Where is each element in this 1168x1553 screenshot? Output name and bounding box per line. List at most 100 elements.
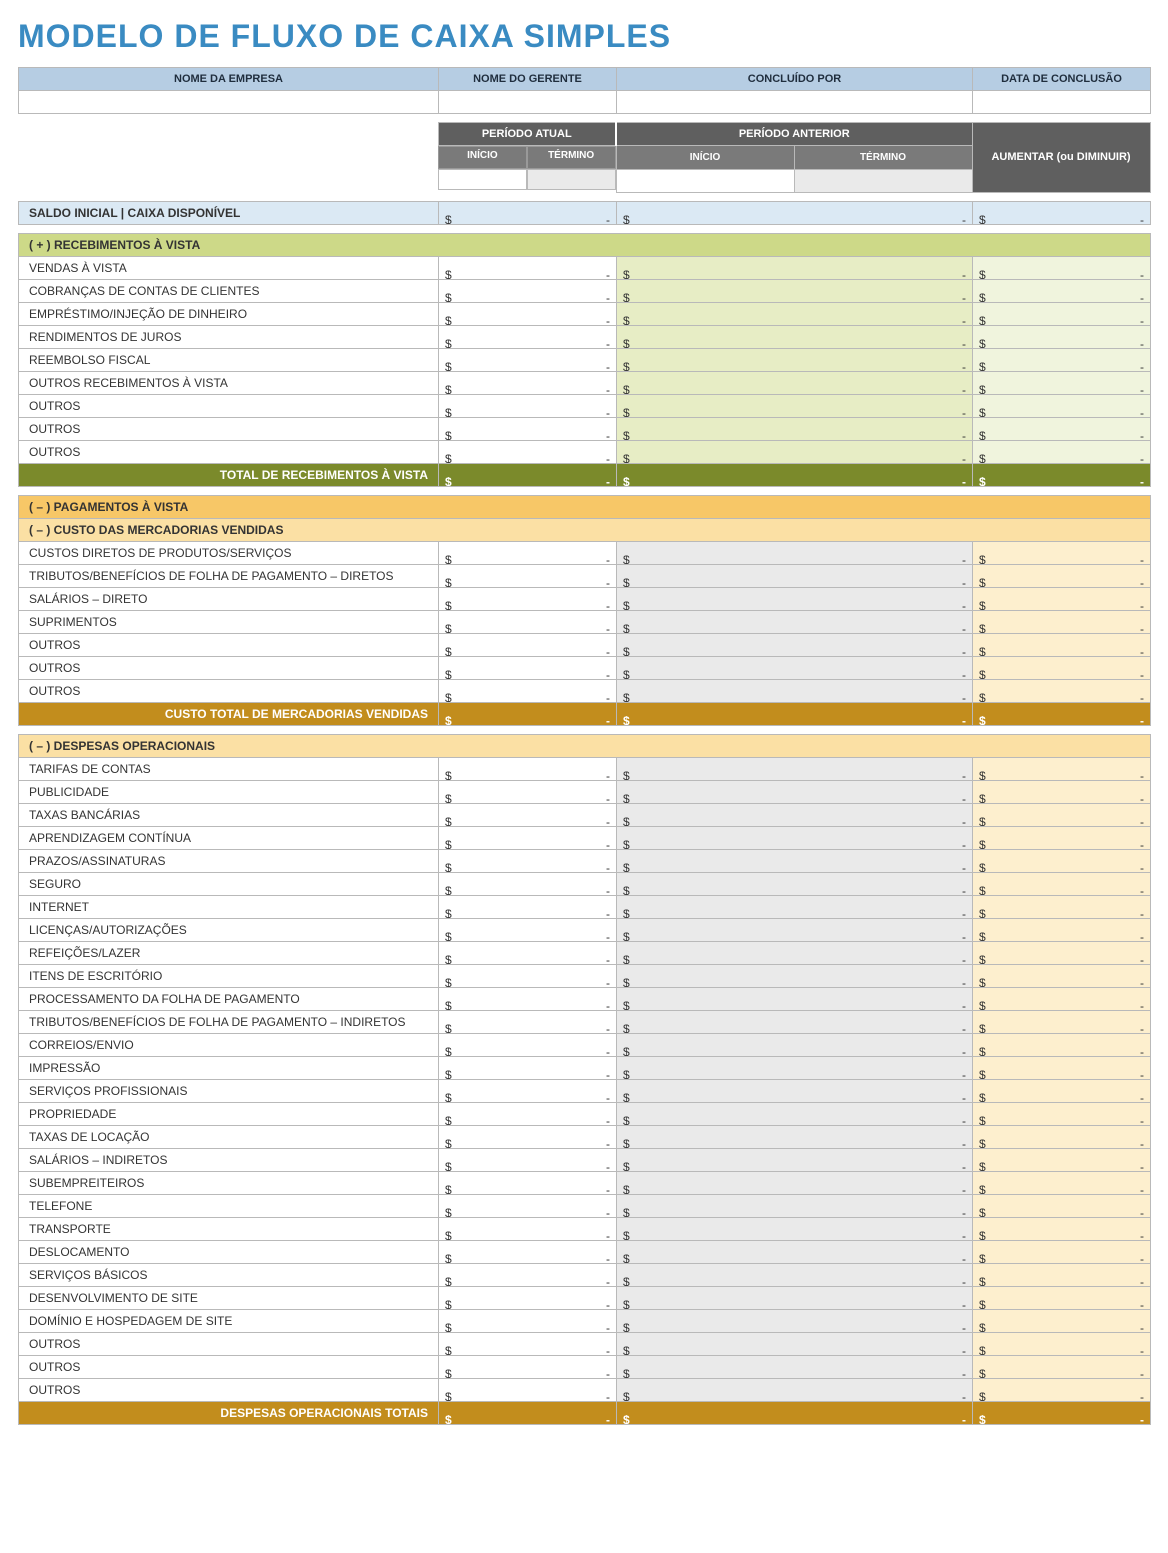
row-prev[interactable] (617, 564, 973, 587)
row-cur[interactable] (439, 872, 617, 895)
row-prev[interactable] (617, 1171, 973, 1194)
cur-end-input[interactable] (527, 169, 616, 190)
row-cur[interactable] (439, 1033, 617, 1056)
prev-end-input[interactable] (794, 169, 972, 192)
row-cur[interactable] (439, 895, 617, 918)
completion-date-input[interactable] (973, 91, 1151, 114)
row-prev[interactable] (617, 895, 973, 918)
row-cur[interactable] (439, 849, 617, 872)
row-cur[interactable] (439, 1263, 617, 1286)
row-prev[interactable] (617, 849, 973, 872)
row-cur[interactable] (439, 1355, 617, 1378)
completed-by-input[interactable] (617, 91, 973, 114)
row-prev[interactable] (617, 610, 973, 633)
row-prev[interactable] (617, 1033, 973, 1056)
row-prev[interactable] (617, 918, 973, 941)
row-cur[interactable] (439, 1217, 617, 1240)
row-cur[interactable] (439, 1148, 617, 1171)
row-prev[interactable] (617, 1102, 973, 1125)
row-prev[interactable] (617, 633, 973, 656)
row-prev[interactable] (617, 1148, 973, 1171)
row-cur[interactable] (439, 803, 617, 826)
row-cur[interactable] (439, 679, 617, 702)
opening-cur[interactable] (439, 201, 617, 224)
row-cur[interactable] (439, 1240, 617, 1263)
row-cur[interactable] (439, 394, 617, 417)
row-cur[interactable] (439, 780, 617, 803)
row-cur[interactable] (439, 1125, 617, 1148)
row-cur[interactable] (439, 1102, 617, 1125)
row-prev[interactable] (617, 1355, 973, 1378)
row-prev[interactable] (617, 440, 973, 463)
row-prev[interactable] (617, 803, 973, 826)
row-prev[interactable] (617, 1240, 973, 1263)
row-cur[interactable] (439, 1171, 617, 1194)
row-prev[interactable] (617, 1286, 973, 1309)
row-prev[interactable] (617, 1309, 973, 1332)
row-prev[interactable] (617, 325, 973, 348)
row-cur[interactable] (439, 348, 617, 371)
row-cur[interactable] (439, 564, 617, 587)
row-cur[interactable] (439, 826, 617, 849)
row-cur[interactable] (439, 656, 617, 679)
row-prev[interactable] (617, 279, 973, 302)
row-prev[interactable] (617, 656, 973, 679)
row-cur[interactable] (439, 1010, 617, 1033)
row-cur[interactable] (439, 1194, 617, 1217)
row-prev[interactable] (617, 587, 973, 610)
row-prev[interactable] (617, 1378, 973, 1401)
row-cur[interactable] (439, 440, 617, 463)
row-cur[interactable] (439, 256, 617, 279)
row-prev[interactable] (617, 417, 973, 440)
row-prev[interactable] (617, 1125, 973, 1148)
prev-start-input[interactable] (616, 169, 794, 192)
row-cur[interactable] (439, 1056, 617, 1079)
row-prev[interactable] (617, 872, 973, 895)
row-cur[interactable] (439, 1286, 617, 1309)
row-inc (973, 1263, 1151, 1286)
row-prev[interactable] (617, 371, 973, 394)
row-prev[interactable] (617, 541, 973, 564)
row-cur[interactable] (439, 1378, 617, 1401)
row-cur[interactable] (439, 987, 617, 1010)
row-prev[interactable] (617, 987, 973, 1010)
row-prev[interactable] (617, 1217, 973, 1240)
row-prev[interactable] (617, 302, 973, 325)
row-prev[interactable] (617, 679, 973, 702)
opening-prev[interactable] (617, 201, 973, 224)
row-prev[interactable] (617, 348, 973, 371)
row-cur[interactable] (439, 587, 617, 610)
row-prev[interactable] (617, 1056, 973, 1079)
company-name-input[interactable] (19, 91, 439, 114)
row-prev[interactable] (617, 1263, 973, 1286)
row-cur[interactable] (439, 1079, 617, 1102)
row-prev[interactable] (617, 780, 973, 803)
row-prev[interactable] (617, 826, 973, 849)
row-prev[interactable] (617, 1332, 973, 1355)
row-cur[interactable] (439, 1309, 617, 1332)
row-cur[interactable] (439, 1332, 617, 1355)
row-cur[interactable] (439, 610, 617, 633)
row-cur[interactable] (439, 964, 617, 987)
row-prev[interactable] (617, 1010, 973, 1033)
cur-start-input[interactable] (438, 169, 527, 190)
row-cur[interactable] (439, 302, 617, 325)
row-cur[interactable] (439, 325, 617, 348)
manager-name-input[interactable] (439, 91, 617, 114)
row-cur[interactable] (439, 757, 617, 780)
row-cur[interactable] (439, 918, 617, 941)
row-cur[interactable] (439, 941, 617, 964)
row-prev[interactable] (617, 941, 973, 964)
row-prev[interactable] (617, 1079, 973, 1102)
row-label: PROPRIEDADE (19, 1102, 439, 1125)
row-prev[interactable] (617, 757, 973, 780)
row-cur[interactable] (439, 541, 617, 564)
row-prev[interactable] (617, 256, 973, 279)
row-cur[interactable] (439, 279, 617, 302)
row-cur[interactable] (439, 417, 617, 440)
row-prev[interactable] (617, 964, 973, 987)
row-cur[interactable] (439, 371, 617, 394)
row-cur[interactable] (439, 633, 617, 656)
row-prev[interactable] (617, 1194, 973, 1217)
row-prev[interactable] (617, 394, 973, 417)
